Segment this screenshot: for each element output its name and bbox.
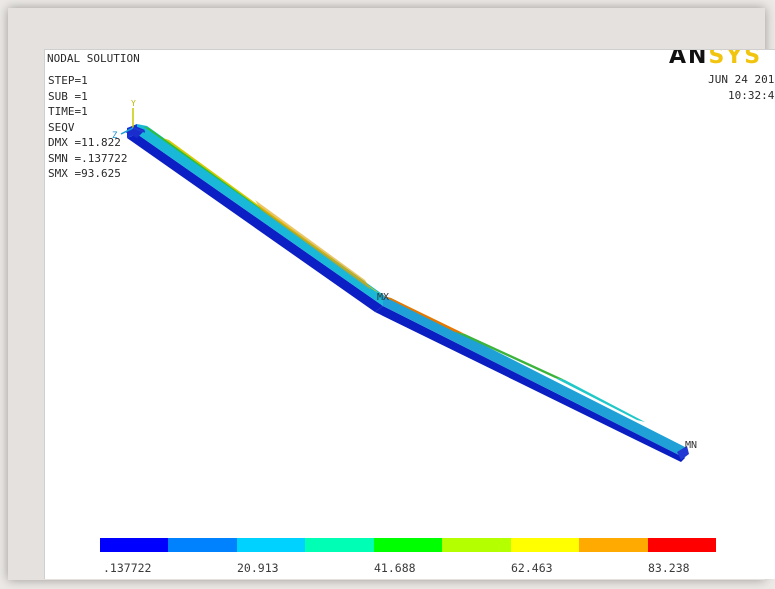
solution-info: STEP=1 SUB =1 TIME=1 SEQV DMX =11.822 SM…: [48, 73, 127, 182]
ansys-logo: ANSYS: [669, 49, 763, 69]
min-label: MN: [685, 440, 697, 451]
axis-triad: [120, 108, 146, 135]
beam-segment-2-top: [383, 296, 687, 458]
legend-color-7: [510, 538, 580, 552]
legend-label-1: .137722: [103, 561, 152, 575]
info-time: TIME=1: [48, 105, 88, 118]
beam-end-right: [677, 446, 689, 460]
axis-y-label: Y: [131, 99, 136, 108]
contour-legend-labels: .137722 20.913 41.688 62.463 83.238: [45, 561, 775, 577]
legend-color-2: [168, 538, 238, 552]
legend-color-5: [373, 538, 443, 552]
window-frame: Y Z MX MN NODAL SOLUTION STEP=1 SUB =1 T…: [8, 8, 775, 580]
beam-segment-1-top-cyan: [137, 124, 385, 306]
info-smx: SMX =93.625: [48, 167, 121, 180]
legend-color-6: [442, 538, 512, 552]
plot-title: NODAL SOLUTION: [47, 52, 140, 65]
beam-segment-1-highlight: [255, 200, 371, 290]
beam-segment-2-orange: [383, 296, 465, 334]
contour-legend-bar: [100, 538, 717, 556]
info-smn: SMN =.137722: [48, 151, 128, 165]
legend-label-5: 83.238: [648, 561, 690, 575]
legend-label-4: 62.463: [511, 561, 553, 575]
max-label: MX: [377, 292, 389, 303]
beam-segment-2-cyan: [555, 378, 645, 422]
info-result: SEQV: [48, 120, 75, 134]
legend-color-1: [100, 538, 169, 552]
beam-model: Y Z MX MN: [112, 99, 697, 462]
beam-segment-1-bottom: [127, 134, 383, 312]
beam-segment-2-bottom: [375, 306, 685, 462]
legend-color-8: [579, 538, 649, 552]
date-text: JUN 24 2019: [708, 73, 775, 86]
info-sub: SUB =1: [48, 89, 88, 103]
datetime-stamp: JUN 24 2019 10:32:46: [708, 72, 775, 103]
legend-color-3: [236, 538, 306, 552]
axis-z-label: Z: [112, 131, 118, 141]
legend-label-2: 20.913: [237, 561, 279, 575]
info-step: STEP=1: [48, 74, 88, 87]
beam-segment-2-green: [455, 332, 565, 380]
legend-color-9: [647, 538, 717, 552]
time-text: 10:32:46: [728, 88, 775, 102]
info-dmx: DMX =11.822: [48, 136, 121, 149]
graphics-viewport[interactable]: Y Z MX MN NODAL SOLUTION STEP=1 SUB =1 T…: [44, 49, 775, 579]
legend-label-3: 41.688: [374, 561, 416, 575]
legend-color-4: [305, 538, 375, 552]
